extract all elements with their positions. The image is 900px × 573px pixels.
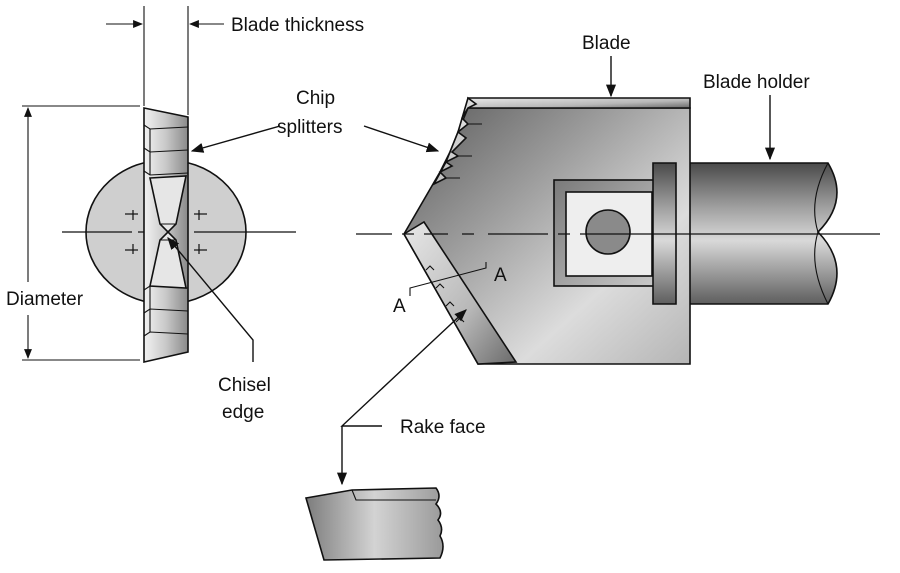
chip-splitters-callout: Chip splitters [190,88,440,153]
side-view: Blade thickness Diameter Chisel edge [6,6,364,423]
section-a-line [409,262,487,296]
blade-holder-label: Blade holder [703,72,810,93]
rake-face-label: Rake face [400,417,486,438]
blade-label: Blade [582,33,631,54]
clamp-hole [585,209,631,255]
blade-rake-bevel [402,220,518,365]
rake-face-leader-up [340,309,467,427]
rake-face-section-edge [351,489,436,501]
chip-splitters-leader-left [190,125,281,153]
blade-top-bevel [467,97,691,109]
rake-face-section [304,487,444,561]
chip-splitters-leader-right [363,125,440,153]
chisel-edge-leader [167,237,254,362]
front-view: A A Blade Blade holder [356,33,896,365]
chisel-edge-label-line1: Chisel [218,375,271,396]
section-a-left-label: A [393,296,406,317]
section-a-right-label: A [494,265,507,286]
chisel-edge-label-line2: edge [222,402,264,423]
chip-splitters-label-line2: splitters [277,117,342,138]
chisel-edge-shape [149,175,187,289]
diameter-label: Diameter [6,289,84,310]
chip-splitter-notches [432,96,482,186]
chip-splitters-label-line1: Chip [296,88,335,109]
rake-face-callout: Rake face [304,309,486,561]
blade-thickness-label: Blade thickness [231,15,364,36]
holder-break-line [814,162,829,305]
